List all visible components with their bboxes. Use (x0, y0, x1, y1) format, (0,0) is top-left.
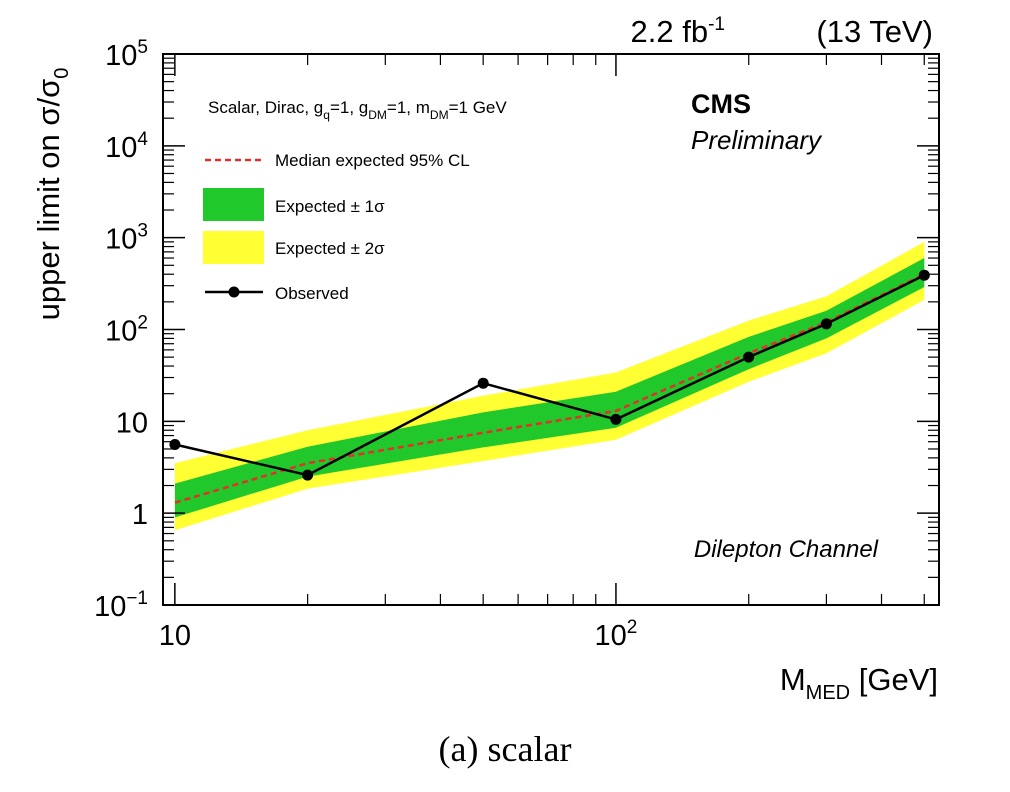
x-tick-label: 102 (595, 617, 638, 652)
legend-two-sigma-label: Expected ± 2σ (275, 239, 385, 258)
y-tick-label: 10 (116, 407, 148, 439)
x-tick-label: 10 (159, 620, 191, 652)
y-tick-label: 103 (105, 221, 148, 256)
y-tick-label: 104 (105, 129, 148, 164)
observed-point (610, 413, 622, 425)
legend-one-sigma-swatch (203, 188, 264, 221)
y-axis-title: upper limit on σ/σ0 (31, 68, 73, 321)
observed-point (477, 377, 489, 389)
y-tick-label: 105 (105, 37, 148, 72)
limit-plot: 10−1 1 10 102 103 104 105 10 102 2.2 fb-1 (13 Te… (31, 14, 940, 704)
figure-caption: (a) scalar (438, 729, 572, 769)
lumi-label: 2.2 fb-1 (631, 14, 725, 49)
y-tick-label: 102 (105, 313, 148, 348)
observed-point (302, 469, 314, 481)
status-label: Preliminary (691, 125, 823, 155)
legend-two-sigma-swatch (203, 231, 264, 264)
energy-label: (13 TeV) (816, 14, 933, 49)
observed-point (169, 439, 181, 450)
legend-observed-label: Observed (275, 284, 349, 303)
observed-point (743, 351, 755, 363)
model-description: Scalar, Dirac, gq=1, gDM=1, mDM=1 GeV (208, 98, 507, 122)
legend-one-sigma-label: Expected ± 1σ (275, 197, 385, 216)
expected-median-line (174, 273, 925, 504)
experiment-label: CMS (691, 89, 751, 119)
x-axis-title: MMED [GeV] (780, 662, 938, 704)
observed-point (918, 269, 930, 281)
observed-point (820, 318, 832, 330)
channel-label: Dilepton Channel (694, 536, 879, 563)
legend: Median expected 95% CL Expected ± 1σ Exp… (203, 151, 470, 303)
y-tick-label: 10−1 (94, 588, 148, 623)
y-tick-label: 1 (132, 499, 148, 531)
legend-median-label: Median expected 95% CL (275, 151, 470, 170)
legend-observed-marker (228, 286, 240, 298)
